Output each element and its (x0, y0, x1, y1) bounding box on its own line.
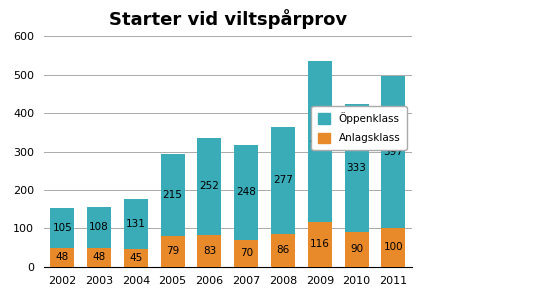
Text: 248: 248 (236, 187, 256, 197)
Text: 100: 100 (384, 242, 403, 252)
Bar (345, 104, 368, 232)
Bar (382, 228, 405, 267)
Text: 421: 421 (310, 136, 330, 146)
Text: 105: 105 (53, 223, 72, 233)
Bar (87, 248, 111, 267)
Text: 252: 252 (199, 181, 220, 191)
Bar (308, 61, 332, 222)
Bar (51, 248, 74, 267)
Text: 48: 48 (55, 252, 69, 262)
Text: 90: 90 (350, 244, 363, 255)
Bar (87, 207, 111, 248)
Text: 277: 277 (273, 175, 293, 185)
Text: 79: 79 (166, 246, 180, 256)
Title: Starter vid viltspårprov: Starter vid viltspårprov (109, 9, 347, 29)
Text: 70: 70 (240, 248, 253, 258)
Text: 86: 86 (276, 245, 290, 255)
Text: 45: 45 (129, 253, 143, 263)
Text: 397: 397 (383, 147, 404, 157)
Bar (234, 240, 258, 267)
Bar (51, 208, 74, 248)
Text: 108: 108 (89, 222, 109, 232)
Text: 48: 48 (92, 252, 106, 262)
Legend: Öppenklass, Anlagsklass: Öppenklass, Anlagsklass (311, 106, 407, 150)
Bar (161, 236, 184, 267)
Text: 116: 116 (310, 239, 330, 249)
Bar (124, 249, 148, 267)
Bar (345, 232, 368, 267)
Bar (234, 145, 258, 240)
Text: 333: 333 (346, 163, 367, 173)
Bar (308, 222, 332, 267)
Text: 215: 215 (163, 190, 183, 200)
Bar (124, 199, 148, 249)
Text: 131: 131 (126, 219, 146, 229)
Bar (198, 235, 221, 267)
Bar (271, 234, 295, 267)
Bar (198, 138, 221, 235)
Bar (161, 154, 184, 236)
Bar (382, 76, 405, 228)
Bar (271, 127, 295, 234)
Text: 83: 83 (203, 246, 216, 256)
